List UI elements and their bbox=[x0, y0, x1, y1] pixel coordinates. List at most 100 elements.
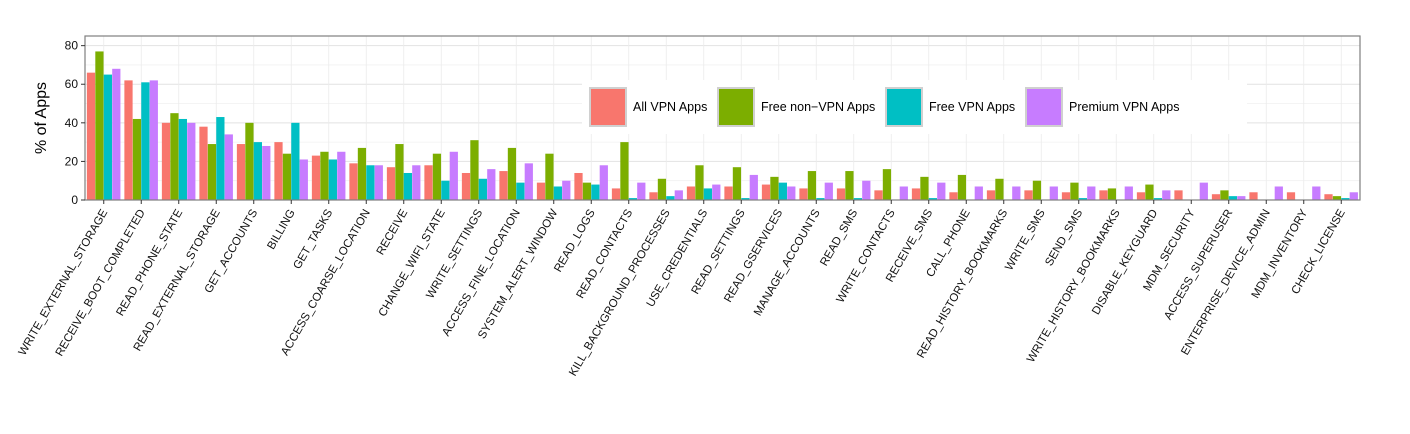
bar bbox=[957, 174, 967, 200]
y-tick-label: 0 bbox=[71, 193, 78, 207]
bar bbox=[499, 171, 508, 200]
bar bbox=[1162, 190, 1171, 200]
y-tick-label: 80 bbox=[65, 39, 79, 53]
bar bbox=[1032, 180, 1042, 200]
x-tick-label: READ_SMS bbox=[818, 207, 860, 268]
bar bbox=[845, 171, 854, 200]
bar bbox=[1199, 182, 1208, 200]
y-axis-title: % of Apps bbox=[33, 82, 50, 154]
bar bbox=[112, 68, 121, 200]
bar bbox=[357, 147, 367, 200]
bar bbox=[928, 198, 937, 200]
bar bbox=[132, 118, 142, 200]
bar bbox=[1332, 196, 1342, 200]
bar bbox=[507, 147, 517, 200]
bar bbox=[149, 80, 158, 200]
bar bbox=[545, 153, 554, 200]
y-axis: 0 20 40 60 80 bbox=[65, 39, 85, 207]
bar bbox=[386, 167, 396, 200]
bar bbox=[799, 188, 808, 200]
x-tick-label: SYSTEM_ALERT_WINDOW bbox=[476, 207, 560, 341]
bar bbox=[1341, 198, 1350, 200]
bar bbox=[986, 190, 996, 200]
bar bbox=[262, 145, 271, 200]
bar bbox=[862, 180, 871, 200]
bar bbox=[395, 144, 404, 200]
x-tick-label: GET_TASKS bbox=[292, 207, 336, 271]
bar bbox=[1237, 196, 1246, 200]
bar bbox=[311, 155, 321, 200]
bar bbox=[911, 188, 921, 200]
bar bbox=[599, 165, 608, 200]
bar bbox=[657, 178, 667, 200]
y-tick-label: 20 bbox=[65, 154, 79, 168]
bar bbox=[95, 51, 104, 200]
bar bbox=[1286, 192, 1296, 200]
bar bbox=[199, 126, 208, 200]
legend-label: Free VPN Apps bbox=[929, 100, 1015, 114]
bar bbox=[207, 144, 217, 200]
bar bbox=[403, 172, 412, 200]
bar bbox=[724, 186, 733, 200]
bar bbox=[712, 184, 721, 200]
bar bbox=[749, 174, 758, 200]
bar bbox=[1124, 186, 1133, 200]
bar bbox=[320, 151, 329, 200]
bar bbox=[807, 171, 817, 200]
bar bbox=[778, 182, 787, 200]
x-axis: WRITE_EXTERNAL_STORAGERECEIVE_BOOT_COMPL… bbox=[17, 200, 1348, 378]
y-tick-label: 60 bbox=[65, 77, 79, 91]
bar bbox=[620, 142, 629, 200]
bar bbox=[187, 122, 196, 200]
bar bbox=[1312, 186, 1321, 200]
bar bbox=[761, 184, 771, 200]
bar bbox=[524, 163, 533, 200]
bar bbox=[1024, 190, 1033, 200]
bar bbox=[1174, 190, 1183, 200]
x-tick-label: MANAGE_ACCOUNTS bbox=[752, 207, 823, 318]
bars bbox=[86, 51, 1358, 200]
bar bbox=[274, 142, 283, 200]
plot-border bbox=[84, 35, 1361, 201]
bar bbox=[487, 169, 496, 200]
bar bbox=[732, 167, 742, 200]
bar bbox=[611, 188, 621, 200]
bar bbox=[291, 122, 300, 200]
bar bbox=[1136, 192, 1146, 200]
bar bbox=[574, 172, 583, 200]
bar bbox=[853, 198, 862, 200]
legend-key bbox=[589, 87, 627, 127]
bar bbox=[1061, 192, 1071, 200]
bar bbox=[770, 176, 779, 200]
x-tick-label: DISABLE_KEYGUARD bbox=[1090, 208, 1160, 318]
bar bbox=[224, 134, 233, 200]
bar bbox=[949, 192, 958, 200]
bar bbox=[424, 165, 433, 200]
legend-key bbox=[885, 87, 923, 127]
bar bbox=[591, 184, 600, 200]
bar bbox=[470, 140, 479, 200]
bar bbox=[637, 182, 646, 200]
x-tick-label: CHANGE_WIFI_STATE bbox=[377, 207, 448, 319]
bar bbox=[337, 151, 346, 200]
bar bbox=[874, 190, 883, 200]
bar bbox=[995, 178, 1004, 200]
bar bbox=[974, 186, 983, 200]
bar bbox=[216, 117, 225, 200]
bar bbox=[141, 82, 150, 200]
bar bbox=[449, 151, 458, 200]
bar bbox=[161, 122, 171, 200]
x-tick-label: BILLING bbox=[265, 207, 297, 251]
bar bbox=[86, 72, 96, 200]
bar bbox=[374, 165, 383, 200]
bar bbox=[253, 142, 262, 200]
x-tick-label: ACCESS_SUPERUSER bbox=[1162, 208, 1235, 322]
bar bbox=[1153, 198, 1162, 200]
legend: All VPN Apps Free non−VPN Apps Free VPN Ap… bbox=[582, 80, 1247, 134]
bar bbox=[516, 182, 525, 200]
bar bbox=[674, 190, 683, 200]
bar bbox=[824, 182, 833, 200]
bar bbox=[461, 172, 471, 200]
bar bbox=[1145, 184, 1154, 200]
